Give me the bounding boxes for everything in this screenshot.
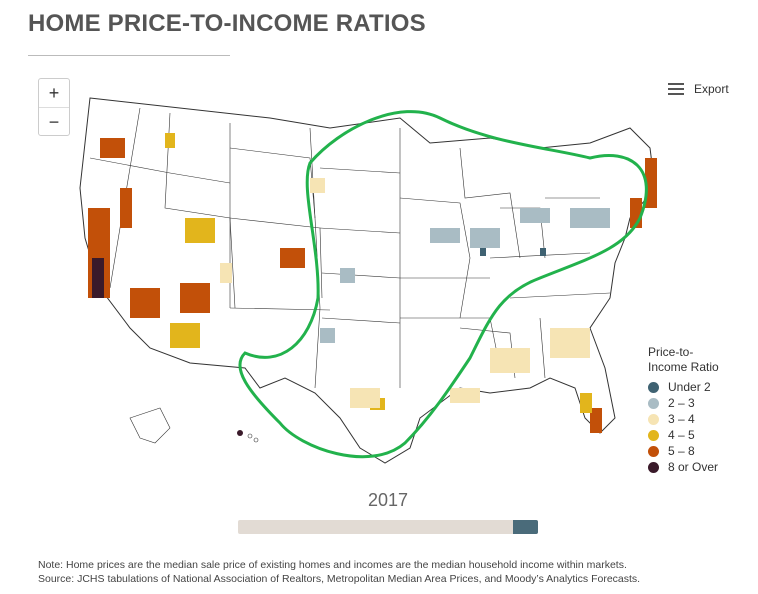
timeline-year: 2017 xyxy=(367,490,409,510)
metro-area xyxy=(550,328,590,358)
metro-area xyxy=(280,248,305,268)
legend: Price-to- Income Ratio Under 2 2 – 3 3 –… xyxy=(648,345,719,475)
state-borders xyxy=(89,107,611,389)
legend-swatch xyxy=(648,429,659,441)
legend-swatch xyxy=(648,397,659,409)
metro-area xyxy=(165,133,175,148)
timeline-slider[interactable] xyxy=(238,520,538,534)
legend-item[interactable]: 3 – 4 xyxy=(648,411,719,427)
legend-label: 5 – 8 xyxy=(668,444,695,458)
hawaii-inset xyxy=(237,430,259,443)
legend-swatch xyxy=(648,413,659,425)
timeline-slider-handle[interactable] xyxy=(513,520,538,534)
footnote-line1: Note: Home prices are the median sale pr… xyxy=(38,559,627,571)
hamburger-menu-icon xyxy=(668,83,684,95)
zoom-control: + − xyxy=(38,78,70,136)
zoom-out-button[interactable]: − xyxy=(39,107,69,136)
legend-item[interactable]: 2 – 3 xyxy=(648,395,719,411)
export-button[interactable]: Export xyxy=(668,82,729,96)
metro-area xyxy=(480,248,486,256)
us-map[interactable] xyxy=(70,88,670,488)
legend-title-line1: Price-to- xyxy=(648,345,694,359)
legend-title-line2: Income Ratio xyxy=(648,360,719,374)
metro-area xyxy=(320,328,335,343)
legend-label: 2 – 3 xyxy=(668,396,695,410)
metro-area xyxy=(340,268,355,283)
legend-item[interactable]: 4 – 5 xyxy=(648,427,719,443)
metro-area xyxy=(520,208,550,223)
footnote: Note: Home prices are the median sale pr… xyxy=(38,558,640,586)
metro-area xyxy=(170,323,200,348)
metro-area xyxy=(430,228,460,243)
metro-area xyxy=(570,208,610,228)
footnote-line2: Source: JCHS tabulations of National Ass… xyxy=(38,573,641,585)
legend-label: Under 2 xyxy=(668,380,711,394)
legend-swatch xyxy=(648,445,659,457)
metro-area xyxy=(350,388,380,408)
metro-area xyxy=(645,158,657,208)
legend-item[interactable]: Under 2 xyxy=(648,379,719,395)
legend-item[interactable]: 5 – 8 xyxy=(648,443,719,459)
metro-area xyxy=(310,178,325,193)
legend-swatch xyxy=(648,381,659,393)
legend-swatch xyxy=(648,461,659,473)
highlight-annotation xyxy=(238,110,648,459)
metro-area xyxy=(450,388,480,403)
legend-item[interactable]: 8 or Over xyxy=(648,459,719,475)
export-label: Export xyxy=(694,82,729,96)
metro-area xyxy=(540,248,546,256)
page-title: HOME PRICE-TO-INCOME RATIOS xyxy=(28,10,426,37)
metro-area xyxy=(590,408,602,433)
metro-area xyxy=(490,348,530,373)
metro-area xyxy=(220,263,232,283)
metro-area xyxy=(470,228,500,248)
metro-area xyxy=(580,393,592,413)
metro-area xyxy=(100,138,125,158)
legend-label: 8 or Over xyxy=(668,460,719,474)
metro-area xyxy=(130,288,160,318)
metro-markets xyxy=(88,133,657,433)
zoom-in-button[interactable]: + xyxy=(48,83,60,103)
metro-area xyxy=(92,258,104,298)
metro-area xyxy=(185,218,215,243)
metro-area xyxy=(120,188,132,228)
legend-label: 4 – 5 xyxy=(668,428,695,442)
legend-label: 3 – 4 xyxy=(668,412,695,426)
title-divider xyxy=(28,55,230,56)
metro-area xyxy=(180,283,210,313)
alaska-inset xyxy=(129,407,171,444)
